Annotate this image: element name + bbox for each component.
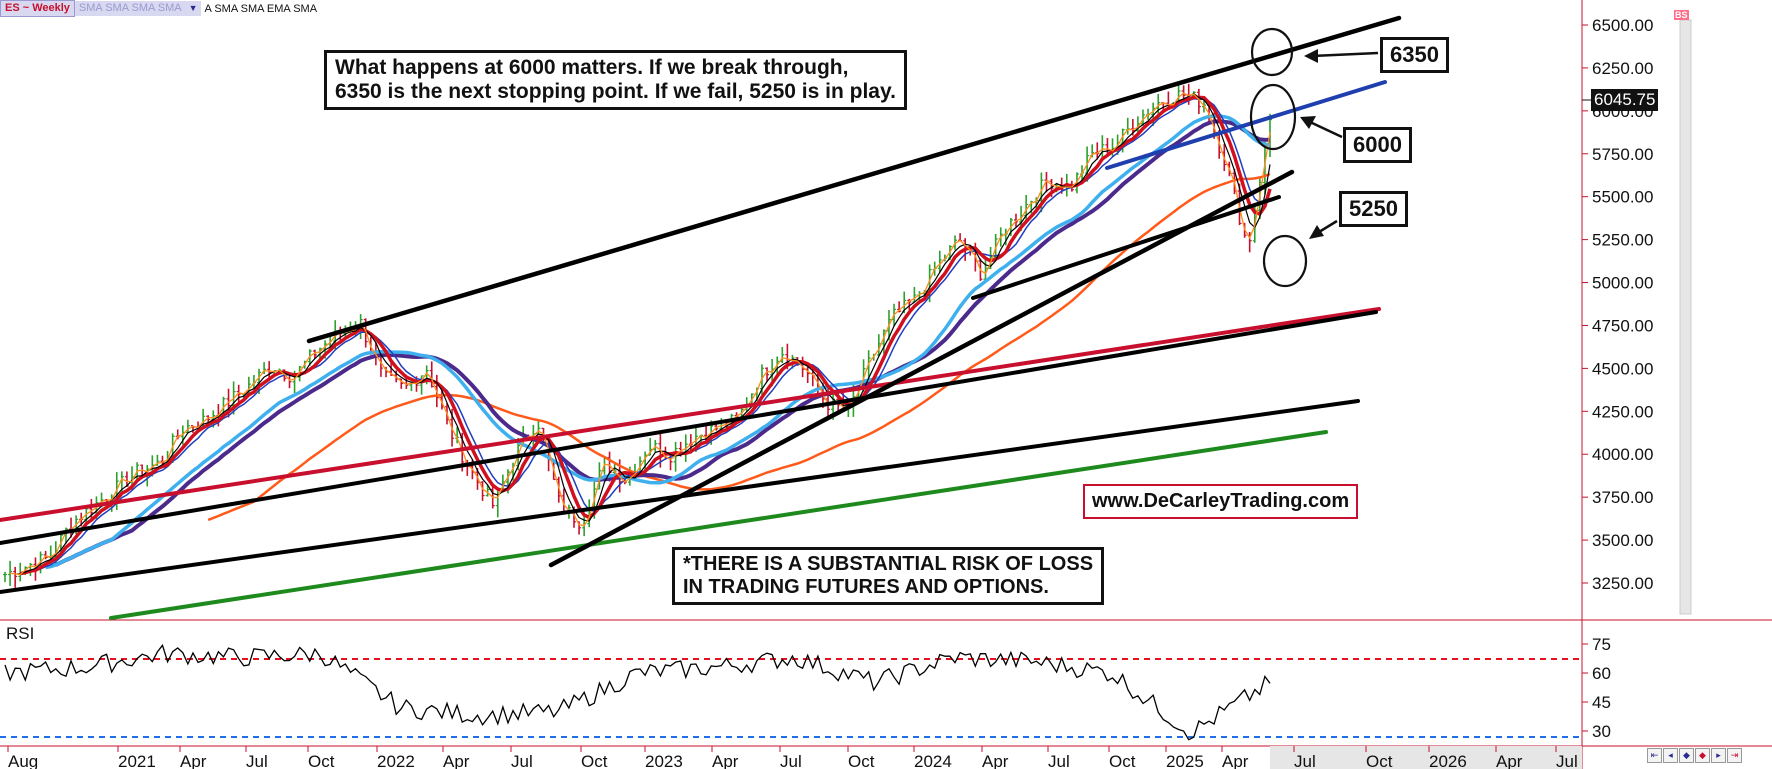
- price-tick-label: 4750.00: [1592, 316, 1653, 335]
- main-annotation: What happens at 6000 matters. If we brea…: [324, 50, 907, 111]
- website-label: www.DeCarleyTrading.com: [1083, 484, 1359, 519]
- study-list[interactable]: A SMA SMA EMA SMA: [204, 2, 318, 15]
- price-tick-label: 4000.00: [1592, 445, 1653, 464]
- zoom-in-icon[interactable]: ◆: [1679, 748, 1694, 763]
- support-green-line: [109, 430, 1328, 620]
- rising-trend-line: [548, 169, 1295, 568]
- time-tick-label: 2024: [914, 752, 952, 769]
- time-tick-label: Apr: [443, 752, 470, 769]
- price-tick-label: 6500.00: [1592, 16, 1653, 35]
- time-tick-label: Oct: [848, 752, 875, 769]
- time-tick-label: Oct: [1109, 752, 1136, 769]
- price-tick-label: 5750.00: [1592, 145, 1653, 164]
- time-tick-label: 2021: [118, 752, 156, 769]
- study-toolbar: ES ~ Weekly SMA SMA SMA SMA ▼ A SMA SMA …: [0, 0, 321, 17]
- ma-50-line: [45, 114, 1271, 570]
- symbol-label[interactable]: ES ~ Weekly: [0, 0, 75, 17]
- time-tick-label: 2023: [645, 752, 683, 769]
- price-tick-label: 4250.00: [1592, 402, 1653, 421]
- rsi-tick-label: 30: [1592, 722, 1611, 741]
- circle-6000: [1249, 83, 1297, 151]
- time-tick-label: 2022: [377, 752, 415, 769]
- price-tick-label: 5250.00: [1592, 231, 1653, 250]
- price-tick-label: 3750.00: [1592, 488, 1653, 507]
- bs-badge[interactable]: BS: [1674, 10, 1689, 20]
- rsi-axis-ticks: 75 60 45 30: [1582, 635, 1611, 741]
- support-line-1: [0, 310, 1378, 545]
- rsi-tick-label: 45: [1592, 693, 1611, 712]
- moving-averages: [9, 92, 1272, 576]
- time-tick-label: Jul: [511, 752, 533, 769]
- time-tick-label: Oct: [1366, 752, 1393, 769]
- time-tick-label: Jul: [1294, 752, 1316, 769]
- arrow-6000: [1300, 116, 1343, 139]
- time-tick-label: Jul: [1048, 752, 1070, 769]
- support-red-line: [0, 307, 1381, 522]
- level-label-6000: 6000: [1343, 127, 1412, 163]
- ma-3-line: [9, 92, 1271, 576]
- time-tick-label: Oct: [308, 752, 335, 769]
- price-tick-label: 5000.00: [1592, 274, 1653, 293]
- ma-200-line: [207, 172, 1271, 522]
- risk-disclaimer: *THERE IS A SUBSTANTIAL RISK OF LOSS IN …: [672, 547, 1105, 605]
- last-price-tag: 6045.75: [1591, 89, 1659, 111]
- time-tick-label: Apr: [982, 752, 1009, 769]
- time-tick-label: Apr: [1496, 752, 1523, 769]
- rsi-tick-label: 75: [1592, 635, 1611, 654]
- scroll-start-icon[interactable]: ⇤: [1647, 748, 1662, 763]
- scroll-right-icon[interactable]: ▸: [1711, 748, 1726, 763]
- time-tick-label: Aug: [8, 752, 38, 769]
- hidden-studies[interactable]: SMA SMA SMA SMA: [74, 1, 186, 16]
- ma-100-line: [54, 119, 1271, 567]
- time-tick-label: Apr: [180, 752, 207, 769]
- future-shade: [1270, 746, 1582, 769]
- scrollbar[interactable]: [1679, 19, 1692, 615]
- channel-top-line: [306, 15, 1402, 344]
- time-tick-label: 2026: [1429, 752, 1467, 769]
- circle-5250: [1262, 234, 1308, 288]
- ma-5-line: [15, 92, 1271, 575]
- time-tick-label: Oct: [581, 752, 608, 769]
- arrow-6350: [1304, 49, 1379, 63]
- resistance-blue-line: [1105, 80, 1387, 170]
- rsi-tick-label: 60: [1592, 664, 1611, 683]
- time-tick-label: Jul: [246, 752, 268, 769]
- chevron-down-icon[interactable]: ▼: [185, 1, 201, 16]
- time-tick-label: Jul: [1556, 752, 1578, 769]
- zoom-out-icon[interactable]: ◆: [1695, 748, 1710, 763]
- price-tick-label: 5500.00: [1592, 188, 1653, 207]
- time-tick-label: Jul: [780, 752, 802, 769]
- circle-6350: [1250, 27, 1294, 77]
- rsi-series-line: [4, 643, 1271, 741]
- time-axis-ticks: Aug 2021 Apr Jul Oct 2022 Apr Jul Oct 2023 Apr Jul O…: [7, 746, 1578, 769]
- price-tick-label: 6250.00: [1592, 59, 1653, 78]
- time-tick-label: 2025: [1166, 752, 1204, 769]
- scroll-end-icon[interactable]: ⇥: [1727, 748, 1742, 763]
- trendlines-overlay: [0, 15, 1402, 620]
- arrow-5250: [1309, 219, 1338, 239]
- price-tick-label: 3500.00: [1592, 531, 1653, 550]
- price-tick-label: 3250.00: [1592, 574, 1653, 593]
- rsi-label: RSI: [6, 624, 35, 643]
- time-tick-label: Apr: [712, 752, 739, 769]
- level-label-5250: 5250: [1339, 191, 1408, 227]
- level-label-6350: 6350: [1380, 37, 1449, 73]
- price-tick-label: 4500.00: [1592, 359, 1653, 378]
- scroll-left-icon[interactable]: ◂: [1663, 748, 1678, 763]
- time-tick-label: Apr: [1222, 752, 1249, 769]
- short-support-line: [971, 195, 1281, 300]
